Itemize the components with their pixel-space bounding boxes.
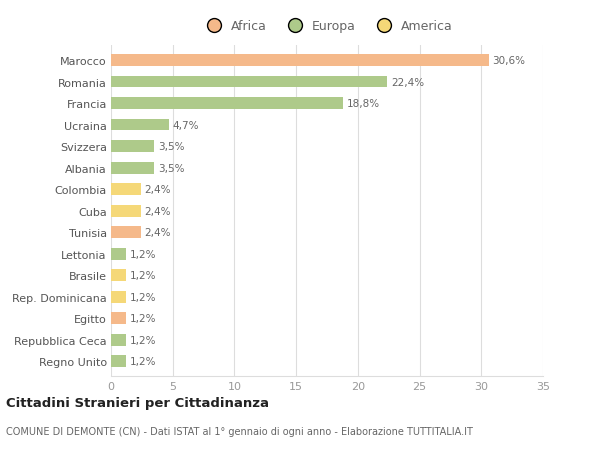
Bar	[111, 141, 154, 153]
Text: 1,2%: 1,2%	[130, 249, 156, 259]
Bar	[111, 98, 343, 110]
Bar	[111, 162, 154, 174]
Text: 30,6%: 30,6%	[493, 56, 526, 66]
Text: 1,2%: 1,2%	[130, 335, 156, 345]
Text: 1,2%: 1,2%	[130, 292, 156, 302]
Text: 3,5%: 3,5%	[158, 163, 184, 173]
Bar	[111, 313, 126, 325]
Bar	[111, 77, 388, 88]
Text: COMUNE DI DEMONTE (CN) - Dati ISTAT al 1° gennaio di ogni anno - Elaborazione TU: COMUNE DI DEMONTE (CN) - Dati ISTAT al 1…	[6, 426, 473, 436]
Text: 2,4%: 2,4%	[145, 228, 171, 238]
Bar	[111, 205, 140, 217]
Bar	[111, 184, 140, 196]
Bar	[111, 291, 126, 303]
Bar	[111, 55, 488, 67]
Text: 1,2%: 1,2%	[130, 356, 156, 366]
Text: 2,4%: 2,4%	[145, 185, 171, 195]
Legend: Africa, Europa, America: Africa, Europa, America	[201, 20, 453, 33]
Bar	[111, 119, 169, 131]
Text: 4,7%: 4,7%	[173, 120, 199, 130]
Text: Cittadini Stranieri per Cittadinanza: Cittadini Stranieri per Cittadinanza	[6, 396, 269, 409]
Text: 1,2%: 1,2%	[130, 313, 156, 324]
Bar	[111, 269, 126, 281]
Text: 18,8%: 18,8%	[347, 99, 380, 109]
Text: 2,4%: 2,4%	[145, 206, 171, 216]
Text: 22,4%: 22,4%	[391, 78, 424, 87]
Bar	[111, 334, 126, 346]
Bar	[111, 248, 126, 260]
Text: 1,2%: 1,2%	[130, 270, 156, 280]
Bar	[111, 355, 126, 367]
Bar	[111, 227, 140, 239]
Text: 3,5%: 3,5%	[158, 142, 184, 152]
